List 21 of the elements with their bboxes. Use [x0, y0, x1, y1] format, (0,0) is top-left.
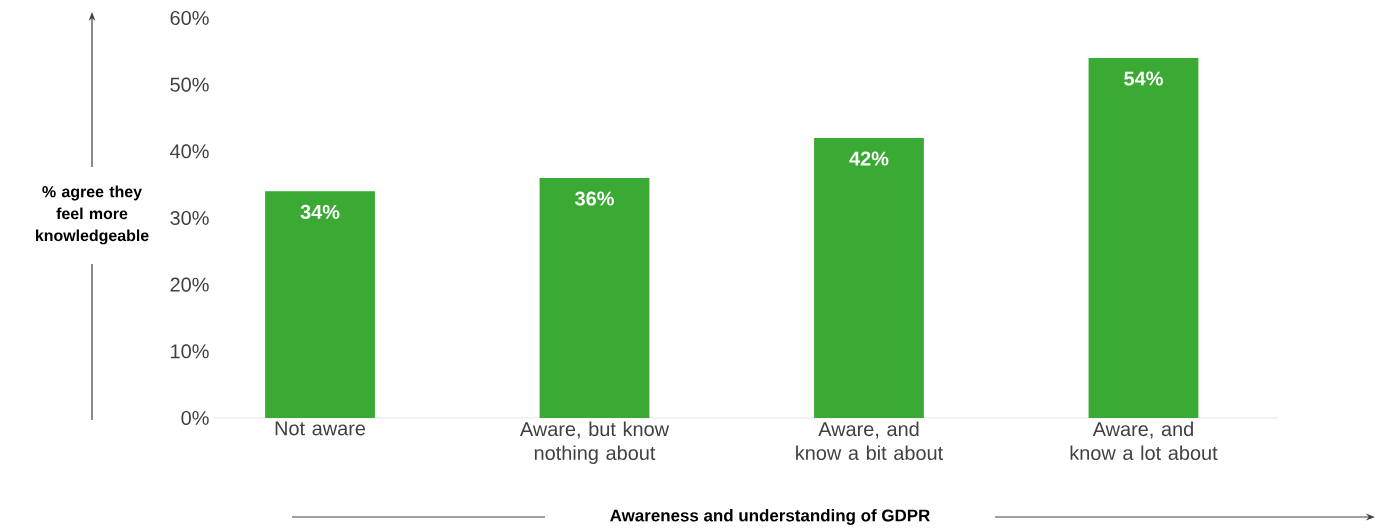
y-tick-label: 20%: [170, 277, 209, 292]
x-tick-label: Aware, and know a lot about: [1070, 421, 1218, 461]
data-label: 34%: [300, 204, 340, 219]
y-tick-label: 60%: [170, 10, 209, 26]
y-axis-title: % agree they feel more knowledgeable: [35, 185, 149, 245]
bar: [814, 137, 924, 418]
data-label: 42%: [849, 151, 889, 166]
x-tick-label: Aware, and know a bit about: [796, 421, 944, 461]
y-tick-label: 50%: [170, 77, 209, 92]
x-tick-label: Aware, but know nothing about: [519, 421, 670, 464]
y-tick-label: 0%: [181, 410, 209, 426]
x-tick-label: Not aware: [275, 421, 366, 436]
x-axis-title: Awareness and understanding of GDPR: [610, 509, 930, 525]
y-tick-label: 30%: [170, 210, 209, 226]
y-tick-label: 10%: [171, 344, 209, 359]
data-label: 36%: [575, 191, 614, 206]
data-label: 54%: [1124, 71, 1163, 86]
bar: [265, 191, 375, 418]
bar: [1088, 57, 1199, 418]
bar: [539, 177, 650, 418]
y-tick-label: 40%: [170, 144, 209, 159]
